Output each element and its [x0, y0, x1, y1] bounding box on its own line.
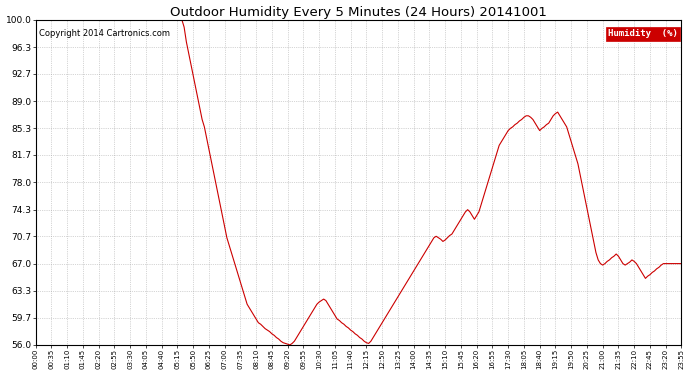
Title: Outdoor Humidity Every 5 Minutes (24 Hours) 20141001: Outdoor Humidity Every 5 Minutes (24 Hou…: [170, 6, 547, 18]
Text: Copyright 2014 Cartronics.com: Copyright 2014 Cartronics.com: [39, 30, 170, 39]
Text: Humidity  (%): Humidity (%): [609, 30, 678, 39]
